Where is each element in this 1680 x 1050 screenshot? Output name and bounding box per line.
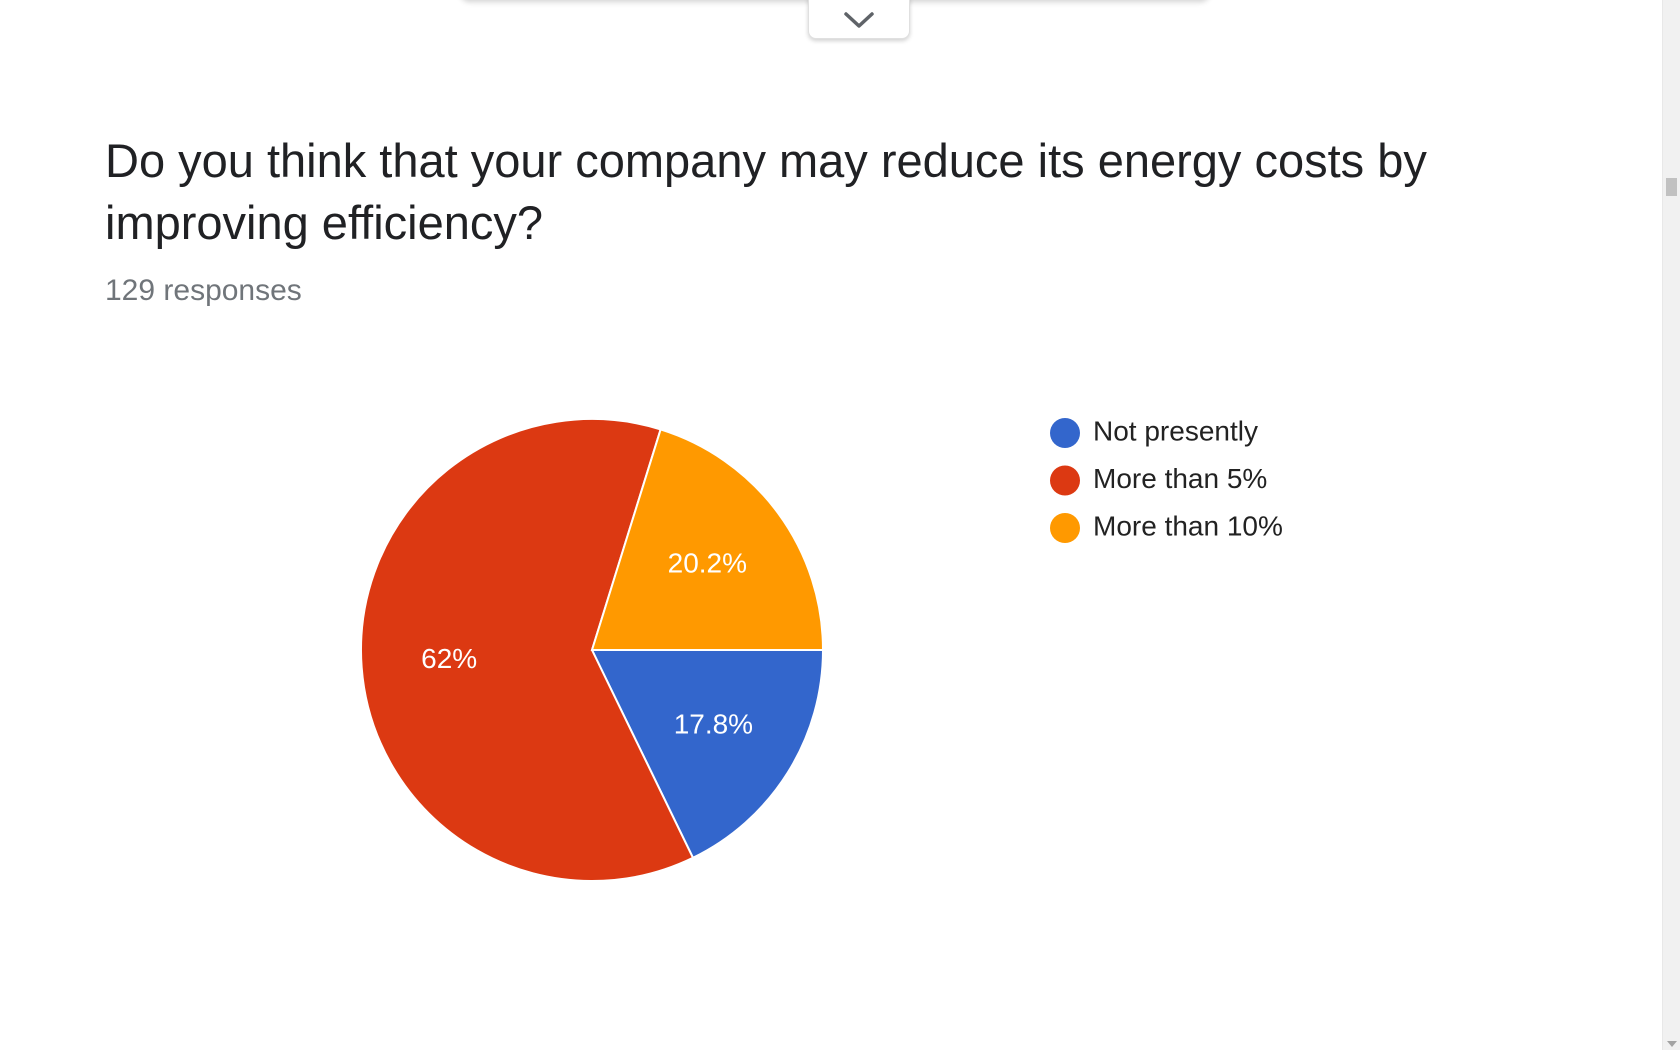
collapse-button[interactable]	[808, 0, 910, 39]
chevron-down-icon	[844, 11, 874, 28]
pie-data-label: 17.8%	[674, 708, 753, 739]
pie-data-label: 62%	[421, 643, 477, 674]
legend-swatch	[1050, 513, 1080, 543]
legend-swatch	[1050, 465, 1080, 496]
pie-slices	[360, 418, 825, 882]
legend-item[interactable]: More than 5%	[1050, 463, 1267, 496]
legend-item[interactable]: More than 10%	[1050, 510, 1283, 543]
pie-slice-more-than-10[interactable]	[590, 428, 825, 651]
legend-label: More than 10%	[1093, 510, 1283, 541]
scrollbar-thumb[interactable]	[1666, 178, 1677, 196]
response-count: 129 responses	[105, 274, 302, 307]
pie-slice-not-presently[interactable]	[590, 649, 825, 860]
pie-labels: 17.8% 62% 20.2%	[421, 547, 753, 739]
legend-label: Not presently	[1093, 415, 1258, 446]
pie-slice-more-than-5[interactable]	[360, 418, 695, 882]
vertical-scrollbar[interactable]	[1662, 0, 1680, 1050]
legend-item[interactable]: Not presently	[1050, 415, 1258, 448]
legend-label: More than 5%	[1093, 463, 1267, 494]
legend-swatch	[1050, 418, 1080, 448]
question-title: Do you think that your company may reduc…	[105, 134, 1427, 249]
scroll-down-arrow-icon[interactable]	[1667, 1041, 1677, 1047]
pie-data-label: 20.2%	[668, 547, 747, 578]
chart-legend: Not presently More than 5% More than 10%	[1050, 415, 1283, 543]
